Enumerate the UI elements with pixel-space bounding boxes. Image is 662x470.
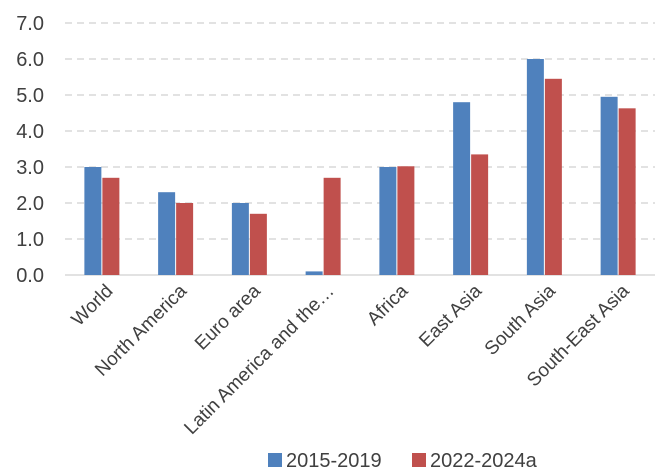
legend: 2015-2019 2022-2024a xyxy=(268,450,538,470)
bar-series-2 xyxy=(102,177,120,275)
bar-series-2 xyxy=(397,166,415,275)
y-tick-label: 5.0 xyxy=(16,85,44,107)
x-category-label: Euro area xyxy=(191,280,265,354)
x-category-label: World xyxy=(68,281,118,331)
legend-swatch xyxy=(268,453,282,467)
y-tick-label: 4.0 xyxy=(16,121,44,143)
y-tick-label: 6.0 xyxy=(16,49,44,71)
bar-series-1 xyxy=(453,102,471,275)
bar-series-2 xyxy=(176,203,194,275)
bar-series-2 xyxy=(544,78,562,275)
x-category-label: Latin America and the… xyxy=(180,281,338,439)
legend-swatch xyxy=(412,453,426,467)
bar-series-2 xyxy=(323,177,341,275)
y-axis-tick-labels: 0.0 1.0 2.0 3.0 4.0 5.0 6.0 7.0 xyxy=(16,13,44,287)
bar-series-1 xyxy=(526,59,544,275)
y-tick-label: 1.0 xyxy=(16,229,44,251)
bar-series-1 xyxy=(305,271,323,275)
bar-series-2 xyxy=(249,213,267,275)
bar-series-2 xyxy=(471,154,489,275)
x-category-label: Africa xyxy=(363,280,412,329)
legend-label: 2022-2024a xyxy=(430,450,538,470)
gridlines xyxy=(65,22,655,276)
bars xyxy=(84,59,636,275)
y-tick-label: 7.0 xyxy=(16,13,44,35)
bar-series-2 xyxy=(618,108,636,275)
y-tick-label: 2.0 xyxy=(16,193,44,215)
x-category-label: East Asia xyxy=(415,280,486,351)
x-category-label: South Asia xyxy=(481,280,560,359)
bar-series-1 xyxy=(600,96,618,275)
y-tick-label: 3.0 xyxy=(16,157,44,179)
bar-series-1 xyxy=(231,203,249,275)
bar-series-1 xyxy=(379,167,397,275)
bar-series-1 xyxy=(84,167,102,275)
y-tick-label: 0.0 xyxy=(16,265,44,287)
legend-label: 2015-2019 xyxy=(286,450,382,470)
bar-series-1 xyxy=(158,192,176,275)
